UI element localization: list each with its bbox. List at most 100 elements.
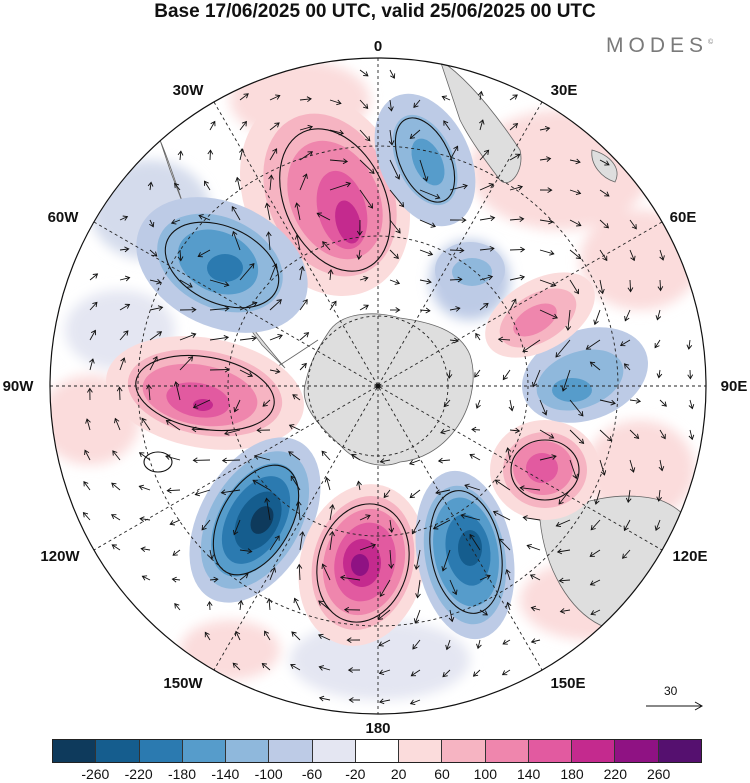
wind-vector-head xyxy=(442,671,448,678)
wind-vector xyxy=(119,387,121,401)
wind-vector xyxy=(599,219,609,229)
wind-vector xyxy=(84,450,91,461)
wind-vector-head xyxy=(187,282,193,288)
wind-vector xyxy=(479,575,491,581)
wind-vector-head xyxy=(489,215,496,222)
wind-vector xyxy=(294,598,301,611)
wind-vector-head xyxy=(590,610,596,616)
wind-vector xyxy=(340,576,361,581)
wind-vector-head xyxy=(629,467,636,473)
contour-level-6 xyxy=(250,506,274,534)
wind-vector-head xyxy=(542,410,548,416)
reference-vector-label: 30 xyxy=(664,684,678,698)
wind-vector xyxy=(539,249,554,255)
wind-vector-head xyxy=(590,525,596,531)
wind-vector xyxy=(560,609,571,613)
wind-vector xyxy=(569,159,581,163)
wind-vector-head xyxy=(627,287,634,293)
wind-vector xyxy=(509,94,518,101)
wind-vector-head xyxy=(224,305,230,312)
wind-vector xyxy=(149,249,158,257)
contour-level-3 xyxy=(513,303,557,337)
wind-vector-head xyxy=(192,403,199,409)
colorbar-swatch xyxy=(312,740,356,762)
wind-vector-head xyxy=(686,344,693,350)
wind-vector xyxy=(89,330,96,341)
wind-vector-head xyxy=(232,529,239,536)
wind-vector-head xyxy=(206,600,213,607)
wind-vector-head xyxy=(502,639,508,645)
meridian-60w-120e xyxy=(93,221,663,551)
wind-vector-head xyxy=(276,299,282,305)
negative-anomaly-near-120w xyxy=(189,437,321,603)
wind-vector xyxy=(86,418,91,431)
wind-vector xyxy=(297,501,301,521)
wind-vector-head xyxy=(482,610,488,616)
wind-vector-head xyxy=(414,564,420,570)
wind-vector xyxy=(170,519,181,525)
wind-vector-head xyxy=(231,205,237,212)
wind-vector xyxy=(236,177,241,191)
wind-vector xyxy=(119,216,128,221)
wind-vector xyxy=(179,333,196,341)
wind-vector xyxy=(83,512,91,521)
wind-vector xyxy=(359,129,371,142)
wind-vector-head xyxy=(413,102,419,109)
wind-vector xyxy=(269,263,277,281)
wind-vector-head xyxy=(140,546,146,553)
wind-vector-head xyxy=(247,548,253,554)
wind-vector-head xyxy=(603,223,610,229)
wind-vector-head xyxy=(388,106,394,112)
wind-vector xyxy=(119,248,129,251)
wind-vector-head xyxy=(156,331,163,337)
wind-vector-head xyxy=(415,593,421,599)
wind-vector xyxy=(329,159,348,162)
wind-vector-head xyxy=(252,479,258,485)
wind-vector-head xyxy=(600,470,607,476)
wind-vector-head xyxy=(383,492,389,499)
wind-vector xyxy=(438,459,451,462)
wind-vector-head xyxy=(455,306,461,312)
wind-vector xyxy=(174,603,181,611)
wind-vector-head xyxy=(501,670,508,676)
wind-vector xyxy=(201,519,211,531)
wind-vector-head xyxy=(477,90,484,97)
colorbar-swatch xyxy=(485,740,529,762)
wind-vector-head xyxy=(329,504,335,510)
lon-label-60e: 60E xyxy=(670,209,697,226)
wind-vector xyxy=(289,424,301,431)
wind-vector-head xyxy=(111,544,117,550)
wind-vector xyxy=(175,381,181,401)
wind-vector-head xyxy=(512,123,519,129)
wind-vector xyxy=(559,579,571,582)
wind-vector-head xyxy=(275,94,281,100)
wind-vector xyxy=(329,301,337,311)
wind-vector xyxy=(410,129,421,139)
wind-vector xyxy=(624,363,631,371)
wind-vector-head xyxy=(264,497,270,503)
wind-vector xyxy=(419,279,432,283)
wind-vector xyxy=(329,531,333,551)
wind-vector-head xyxy=(547,187,553,193)
wind-vector xyxy=(495,479,511,491)
wind-vector xyxy=(209,121,216,131)
wind-vector-head xyxy=(635,398,642,404)
wind-vector xyxy=(266,203,271,221)
wind-vector xyxy=(622,549,631,559)
lon-label-150e: 150E xyxy=(550,675,585,692)
wind-vector xyxy=(262,399,271,407)
wind-vector-head xyxy=(461,217,467,223)
wind-vector-head xyxy=(249,263,255,269)
wind-vector xyxy=(209,279,229,286)
wind-vector xyxy=(329,504,334,521)
wind-vector xyxy=(629,399,641,402)
wind-vector xyxy=(654,339,661,348)
wind-vector xyxy=(558,489,571,505)
wind-vector-head xyxy=(264,202,271,208)
wind-vector xyxy=(197,249,211,257)
wind-vector-head xyxy=(191,332,197,338)
colorbar-tick-label: -60 xyxy=(301,766,323,782)
anomaly-bg-6 xyxy=(585,420,695,520)
wind-vector-head xyxy=(589,551,595,557)
wind-vector xyxy=(268,598,271,611)
